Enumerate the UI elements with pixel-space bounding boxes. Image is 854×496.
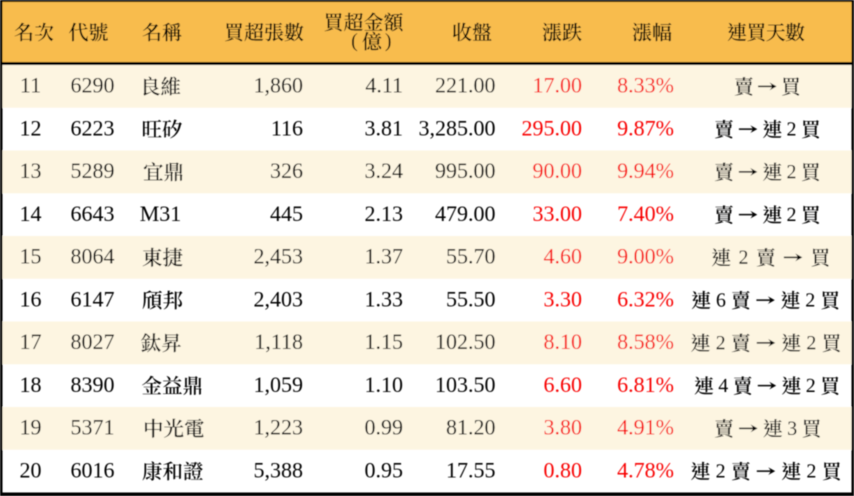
svg-text:445: 445 bbox=[270, 201, 303, 226]
svg-text:4.78%: 4.78% bbox=[617, 457, 674, 482]
svg-text:13: 13 bbox=[20, 158, 42, 183]
svg-text:8027: 8027 bbox=[71, 329, 115, 354]
svg-text:6223: 6223 bbox=[71, 115, 115, 140]
svg-text:12: 12 bbox=[20, 115, 42, 140]
svg-text:8.10: 8.10 bbox=[544, 329, 583, 354]
svg-text:17: 17 bbox=[20, 329, 42, 354]
svg-text:1,118: 1,118 bbox=[254, 329, 303, 354]
svg-text:81.20: 81.20 bbox=[446, 415, 496, 440]
svg-text:221.00: 221.00 bbox=[435, 73, 496, 98]
svg-text:19: 19 bbox=[20, 415, 42, 440]
svg-text:3.80: 3.80 bbox=[544, 415, 583, 440]
svg-text:4.60: 4.60 bbox=[544, 244, 583, 269]
svg-text:6016: 6016 bbox=[71, 457, 115, 482]
svg-text:3.30: 3.30 bbox=[544, 286, 583, 311]
svg-text:326: 326 bbox=[270, 158, 303, 183]
svg-text:6147: 6147 bbox=[71, 286, 115, 311]
svg-text:15: 15 bbox=[20, 244, 42, 269]
svg-text:0.95: 0.95 bbox=[365, 457, 404, 482]
svg-text:5,388: 5,388 bbox=[254, 457, 304, 482]
svg-text:1.15: 1.15 bbox=[365, 329, 404, 354]
svg-text:103.50: 103.50 bbox=[435, 372, 496, 397]
svg-text:8.58%: 8.58% bbox=[617, 329, 674, 354]
svg-text:55.70: 55.70 bbox=[446, 244, 496, 269]
svg-text:6643: 6643 bbox=[71, 201, 115, 226]
svg-text:4.11: 4.11 bbox=[365, 73, 403, 98]
svg-text:16: 16 bbox=[20, 286, 42, 311]
svg-text:8064: 8064 bbox=[71, 244, 115, 269]
svg-text:17.55: 17.55 bbox=[446, 457, 496, 482]
svg-text:1.10: 1.10 bbox=[365, 372, 404, 397]
svg-text:1.37: 1.37 bbox=[365, 244, 404, 269]
svg-text:995.00: 995.00 bbox=[435, 158, 496, 183]
svg-text:3.24: 3.24 bbox=[365, 158, 404, 183]
svg-text:3.81: 3.81 bbox=[365, 115, 404, 140]
svg-text:295.00: 295.00 bbox=[522, 115, 583, 140]
svg-text:8390: 8390 bbox=[71, 372, 115, 397]
svg-text:2,403: 2,403 bbox=[254, 286, 304, 311]
svg-text:33.00: 33.00 bbox=[533, 201, 583, 226]
svg-text:1.33: 1.33 bbox=[365, 286, 404, 311]
svg-text:9.00%: 9.00% bbox=[617, 244, 674, 269]
svg-text:17.00: 17.00 bbox=[533, 73, 583, 98]
svg-text:11: 11 bbox=[20, 73, 41, 98]
svg-text:5371: 5371 bbox=[71, 415, 115, 440]
svg-text:479.00: 479.00 bbox=[435, 201, 496, 226]
svg-text:9.94%: 9.94% bbox=[617, 158, 674, 183]
svg-text:6290: 6290 bbox=[71, 73, 115, 98]
svg-text:116: 116 bbox=[271, 115, 303, 140]
svg-text:2,453: 2,453 bbox=[254, 244, 304, 269]
svg-text:18: 18 bbox=[20, 372, 42, 397]
svg-text:5289: 5289 bbox=[71, 158, 115, 183]
svg-text:14: 14 bbox=[20, 201, 42, 226]
svg-text:0.99: 0.99 bbox=[365, 415, 404, 440]
svg-text:6.32%: 6.32% bbox=[617, 286, 674, 311]
svg-text:7.40%: 7.40% bbox=[617, 201, 674, 226]
svg-text:9.87%: 9.87% bbox=[617, 115, 674, 140]
svg-text:0.80: 0.80 bbox=[544, 457, 583, 482]
svg-text:1,059: 1,059 bbox=[254, 372, 304, 397]
svg-text:8.33%: 8.33% bbox=[617, 73, 674, 98]
svg-text:55.50: 55.50 bbox=[446, 286, 496, 311]
svg-text:6.60: 6.60 bbox=[544, 372, 583, 397]
svg-text:1,223: 1,223 bbox=[254, 415, 304, 440]
svg-text:90.00: 90.00 bbox=[533, 158, 583, 183]
svg-text:102.50: 102.50 bbox=[435, 329, 496, 354]
svg-text:4.91%: 4.91% bbox=[617, 415, 674, 440]
svg-text:M31: M31 bbox=[140, 201, 182, 226]
svg-text:1,860: 1,860 bbox=[254, 73, 304, 98]
svg-text:6.81%: 6.81% bbox=[617, 372, 674, 397]
svg-text:20: 20 bbox=[20, 457, 42, 482]
svg-text:2.13: 2.13 bbox=[365, 201, 404, 226]
svg-text:3,285.00: 3,285.00 bbox=[419, 115, 496, 140]
